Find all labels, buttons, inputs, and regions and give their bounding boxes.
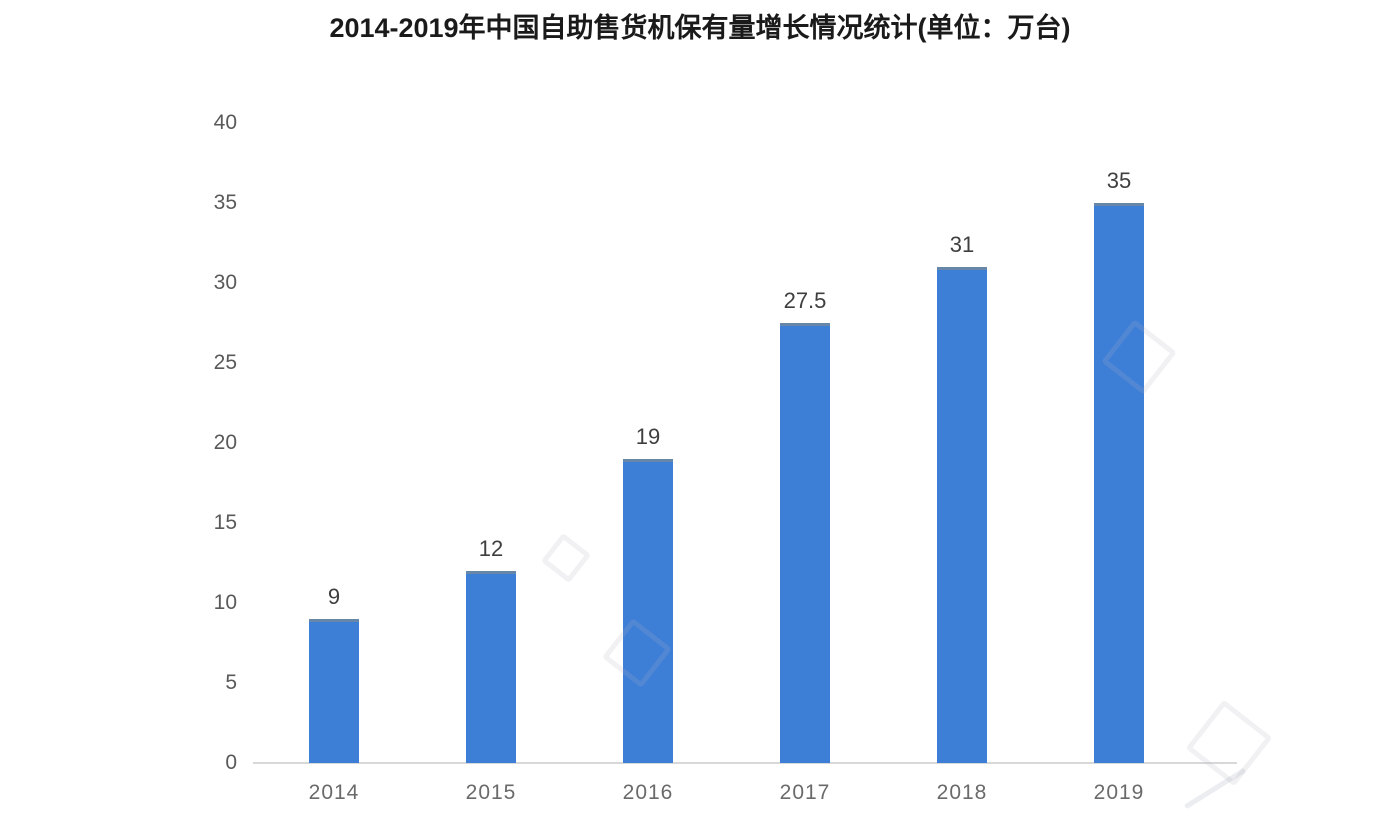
bar-value-label: 27.5 [783,288,827,313]
y-axis-tick-label: 25 [213,351,237,374]
x-axis-category-label: 2015 [465,781,517,804]
y-axis-tick-label: 20 [213,431,237,454]
bar [1094,203,1144,763]
x-axis-line [253,762,1237,764]
bar-value-label: 35 [1106,168,1132,193]
bar [780,323,830,763]
x-axis-category-label: 2016 [622,781,674,804]
x-axis-category-label: 2019 [1093,781,1145,804]
bar [466,571,516,763]
bar [623,459,673,763]
bar [309,619,359,763]
bar-value-label: 31 [949,232,975,257]
y-axis-tick-label: 15 [213,511,237,534]
x-axis-category-label: 2014 [308,781,360,804]
x-axis-category-label: 2018 [936,781,988,804]
y-axis-tick-label: 10 [213,591,237,614]
y-axis-tick-label: 30 [213,271,237,294]
x-axis-category-label: 2017 [779,781,831,804]
chart-title: 2014-2019年中国自助售货机保有量增长情况统计(单位：万台) [329,13,1071,43]
y-axis-tick-label: 0 [225,751,237,774]
bar-value-label: 9 [327,584,341,609]
bar-value-label: 12 [478,536,504,561]
y-axis-tick-label: 5 [225,671,237,694]
y-axis-tick-label: 35 [213,191,237,214]
bar [937,267,987,763]
bar-value-label: 19 [635,424,661,449]
y-axis-tick-label: 40 [213,111,237,134]
